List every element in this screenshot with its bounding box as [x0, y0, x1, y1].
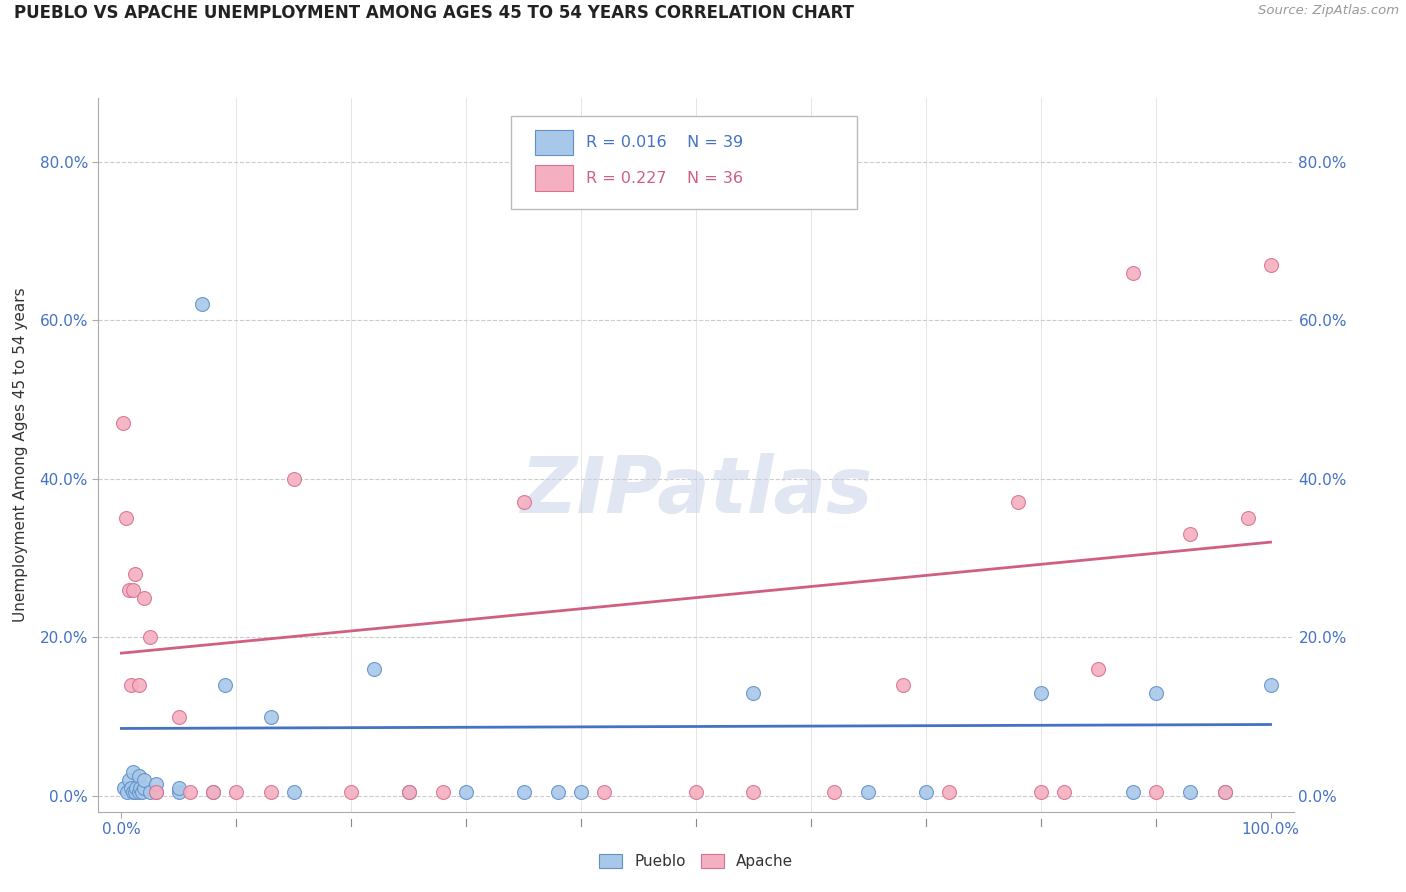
Y-axis label: Unemployment Among Ages 45 to 54 years: Unemployment Among Ages 45 to 54 years: [14, 287, 28, 623]
Point: [118, 772, 141, 787]
Point: [139, 785, 162, 799]
Point: [1236, 511, 1258, 525]
Point: [1053, 785, 1076, 799]
Point: [125, 780, 148, 795]
Point: [891, 678, 914, 692]
Point: [1029, 785, 1052, 799]
Point: [685, 785, 707, 799]
Point: [128, 678, 150, 692]
Point: [742, 785, 765, 799]
Point: [398, 785, 420, 799]
Point: [191, 297, 214, 311]
Point: [1122, 266, 1144, 280]
Point: [145, 785, 167, 799]
FancyBboxPatch shape: [510, 116, 858, 209]
Point: [823, 785, 845, 799]
Text: R = 0.016    N = 39: R = 0.016 N = 39: [586, 135, 744, 150]
Point: [202, 785, 225, 799]
Text: Source: ZipAtlas.com: Source: ZipAtlas.com: [1258, 4, 1399, 18]
Point: [122, 582, 145, 597]
Point: [128, 780, 150, 795]
Point: [1178, 785, 1201, 799]
Point: [283, 472, 305, 486]
Point: [432, 785, 454, 799]
Point: [111, 416, 134, 430]
Point: [742, 686, 765, 700]
Point: [145, 785, 167, 799]
Point: [122, 765, 145, 780]
Point: [593, 785, 616, 799]
Point: [340, 785, 363, 799]
Point: [512, 495, 534, 509]
Point: [167, 780, 190, 795]
Point: [124, 785, 146, 799]
Point: [134, 591, 156, 605]
Point: [134, 772, 156, 787]
Point: [456, 785, 478, 799]
Point: [1260, 678, 1282, 692]
Point: [260, 785, 283, 799]
Point: [134, 780, 156, 795]
Point: [938, 785, 960, 799]
Point: [1144, 785, 1167, 799]
Point: [260, 709, 283, 723]
Point: [1213, 785, 1236, 799]
Point: [225, 785, 247, 799]
Point: [914, 785, 936, 799]
Point: [128, 769, 150, 783]
Legend: Pueblo, Apache: Pueblo, Apache: [593, 848, 799, 875]
Point: [128, 785, 150, 799]
Point: [124, 566, 146, 581]
Point: [1029, 686, 1052, 700]
Point: [398, 785, 420, 799]
Point: [120, 780, 142, 795]
Point: [115, 511, 138, 525]
Point: [1144, 686, 1167, 700]
Point: [139, 630, 162, 644]
Point: [179, 785, 201, 799]
Point: [167, 785, 190, 799]
Bar: [534, 165, 572, 191]
Point: [1122, 785, 1144, 799]
Point: [1260, 258, 1282, 272]
Point: [122, 785, 145, 799]
Text: PUEBLO VS APACHE UNEMPLOYMENT AMONG AGES 45 TO 54 YEARS CORRELATION CHART: PUEBLO VS APACHE UNEMPLOYMENT AMONG AGES…: [14, 4, 853, 22]
Point: [1007, 495, 1029, 509]
Point: [547, 785, 569, 799]
Point: [1178, 527, 1201, 541]
Point: [118, 582, 141, 597]
Point: [1087, 662, 1109, 676]
Bar: [534, 129, 572, 155]
Text: ZIPatlas: ZIPatlas: [520, 452, 872, 529]
Point: [214, 678, 236, 692]
Point: [115, 785, 138, 799]
Point: [202, 785, 225, 799]
Point: [283, 785, 305, 799]
Point: [167, 709, 190, 723]
Point: [858, 785, 880, 799]
Point: [112, 780, 135, 795]
Point: [363, 662, 385, 676]
Point: [1213, 785, 1236, 799]
Text: R = 0.227    N = 36: R = 0.227 N = 36: [586, 170, 742, 186]
Point: [512, 785, 534, 799]
Point: [145, 777, 167, 791]
Point: [131, 785, 153, 799]
Point: [569, 785, 592, 799]
Point: [120, 678, 142, 692]
